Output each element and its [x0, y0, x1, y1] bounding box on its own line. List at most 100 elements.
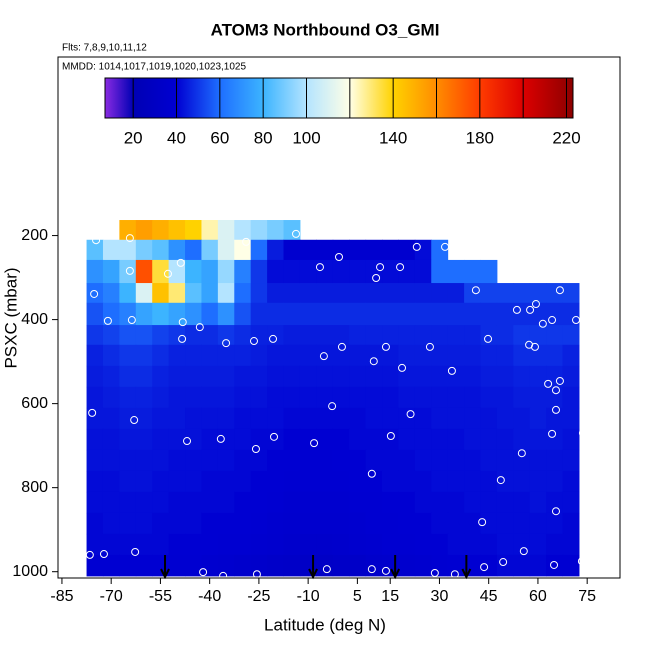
heatmap-cell [299, 512, 317, 535]
heatmap-cell [382, 365, 399, 388]
heatmap-cell [382, 259, 399, 284]
heatmap-cell [201, 491, 219, 514]
heatmap-cell [513, 344, 531, 367]
heatmap-cell [365, 428, 383, 451]
heatmap-cell [349, 344, 367, 367]
heatmap-cell [496, 512, 514, 535]
heatmap-cell [398, 491, 416, 514]
heatmap-cell [513, 365, 531, 388]
heatmap-cell [562, 386, 580, 409]
heatmap-cell [562, 428, 580, 451]
plot-frame [57, 56, 621, 579]
heatmap-cell [447, 386, 465, 409]
heatmap-cell [168, 386, 186, 409]
heatmap-cell [431, 512, 449, 535]
heatmap-cell [267, 407, 285, 430]
observation-point [499, 558, 508, 567]
heatmap-cell [316, 428, 334, 451]
heatmap-cell [316, 512, 334, 535]
heatmap-cell [398, 386, 416, 409]
heatmap-cell [431, 449, 449, 472]
observation-point [319, 352, 328, 361]
heatmap-cell [529, 386, 547, 409]
heatmap-cell [119, 239, 137, 261]
heatmap-cell [349, 533, 367, 556]
heatmap-cell [316, 533, 334, 556]
heatmap-cell [464, 470, 481, 493]
heatmap-cell [562, 325, 580, 346]
heatmap-cell [464, 407, 481, 430]
heatmap-cell [332, 512, 350, 535]
observation-point [178, 318, 187, 327]
heatmap-cell [349, 554, 367, 577]
heatmap-cell [234, 365, 252, 388]
marker-arrow-head [461, 568, 472, 580]
heatmap-cell [102, 554, 120, 577]
x-tick-label: 45 [480, 588, 498, 605]
heatmap-cell [431, 302, 449, 326]
observation-point [99, 550, 108, 559]
heatmap-cell [234, 344, 252, 367]
heatmap-cell [365, 449, 383, 472]
heatmap-cell [316, 365, 334, 388]
heatmap-cell [513, 283, 531, 304]
heatmap-cell [168, 365, 186, 388]
y-tick-label: 400 [21, 311, 48, 328]
heatmap-cell [480, 428, 498, 451]
heatmap-cell [168, 491, 186, 514]
heatmap-cell [480, 533, 498, 556]
heatmap-cell [398, 428, 416, 451]
heatmap-cell [398, 407, 416, 430]
heatmap-cell [267, 302, 285, 326]
heatmap-cell [185, 325, 202, 346]
observation-point [425, 342, 434, 351]
heatmap-cell [316, 491, 334, 514]
heatmap-cell [513, 302, 531, 326]
heatmap-cell [398, 365, 416, 388]
heatmap-cell [332, 302, 350, 326]
heatmap-cell [86, 407, 104, 430]
heatmap-cell [398, 533, 416, 556]
observation-point [249, 337, 258, 346]
heatmap-cell [316, 449, 334, 472]
heatmap-cell [316, 302, 334, 326]
heatmap-cell [562, 470, 580, 493]
observation-point [85, 550, 94, 559]
y-tick-label: 800 [21, 479, 48, 496]
heatmap-cell [267, 512, 285, 535]
heatmap-cell [562, 302, 580, 326]
heatmap-cell [414, 302, 432, 326]
heatmap-cell [431, 239, 449, 261]
colorbar-tick-label: 20 [124, 128, 143, 147]
heatmap-cell [414, 449, 432, 472]
heatmap-cell [152, 283, 170, 304]
observation-point [550, 560, 559, 569]
heatmap-cell [135, 302, 153, 326]
heatmap-cell [168, 302, 186, 326]
heatmap-cell [201, 344, 219, 367]
heatmap-cell [135, 344, 153, 367]
heatmap-cell [529, 428, 547, 451]
heatmap-cell [349, 386, 367, 409]
heatmap-cell [398, 302, 416, 326]
heatmap-cell [529, 283, 547, 304]
heatmap-cell [513, 512, 531, 535]
observation-point [376, 263, 385, 272]
observation-point [530, 342, 539, 351]
observation-point [251, 445, 260, 454]
x-tick-label: 60 [529, 588, 547, 605]
observation-point [538, 319, 547, 328]
marker-arrow-head [160, 568, 170, 580]
heatmap-cell [332, 325, 350, 346]
heatmap-cell [332, 491, 350, 514]
observation-point [328, 402, 337, 411]
heatmap-cell [152, 302, 170, 326]
x-tick-label: -10 [297, 588, 320, 605]
heatmap-cell [185, 407, 202, 430]
heatmap-cell [382, 449, 399, 472]
heatmap-cell [217, 386, 235, 409]
heatmap-cell [102, 239, 120, 261]
heatmap-cell [119, 428, 137, 451]
observation-point [548, 429, 557, 438]
heatmap-cell [119, 259, 137, 284]
